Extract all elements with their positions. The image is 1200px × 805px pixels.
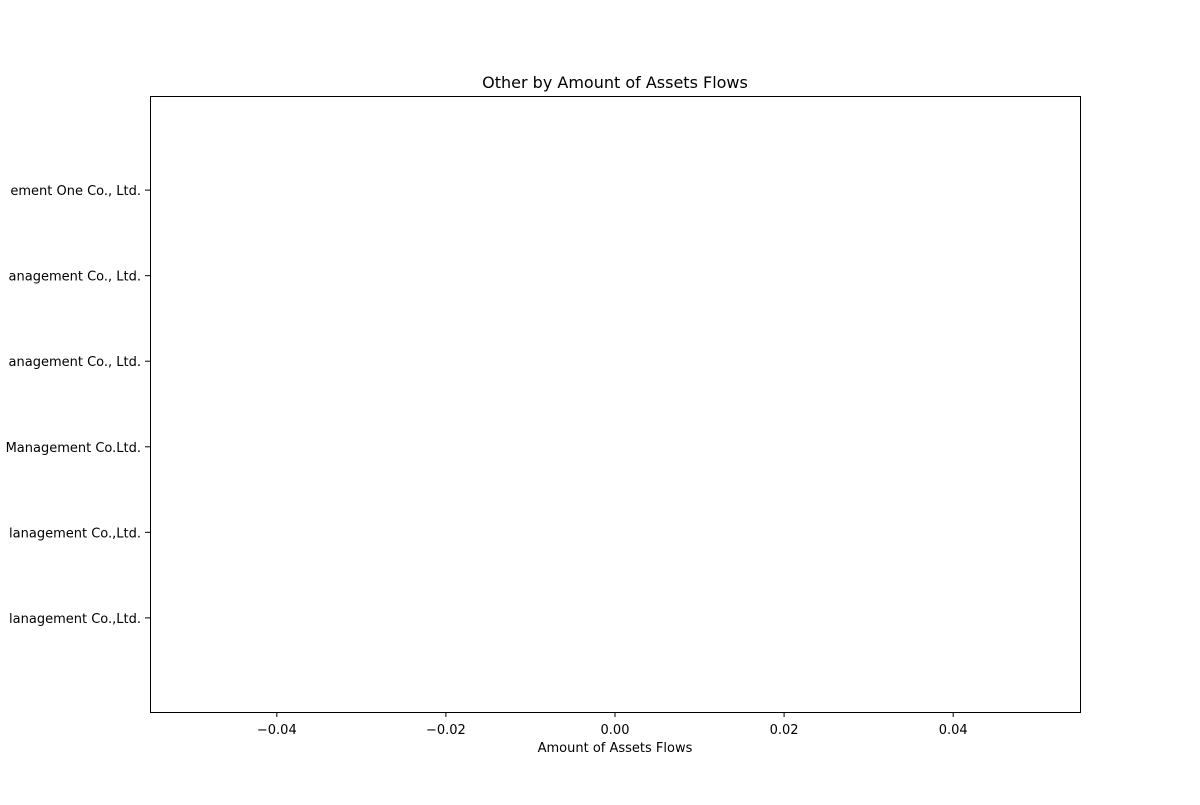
x-axis-label: Amount of Assets Flows [538,741,693,756]
y-tick-label: lanagement Co.,Ltd. [9,526,141,541]
x-tick-label: −0.04 [257,723,297,738]
y-tick-label: anagement Co., Ltd. [9,270,141,285]
y-tick-label: anagement Co., Ltd. [9,355,141,370]
x-axis: −0.04 −0.02 0.00 0.02 0.04 [257,712,968,738]
y-tick-label: ement One Co., Ltd. [10,184,141,199]
plot-frame [150,96,1081,713]
x-tick-label: −0.02 [426,723,466,738]
y-axis: lanagement Co.,Ltd. lanagement Co.,Ltd. Ma… [6,184,150,627]
y-tick-label: Management Co.Ltd. [6,441,141,456]
x-tick-label: 0.02 [770,723,799,738]
x-tick-label: 0.00 [601,723,630,738]
chart-title: Other by Amount of Assets Flows [482,73,748,92]
y-tick-label: lanagement Co.,Ltd. [9,612,141,627]
x-tick-label: 0.04 [939,723,968,738]
